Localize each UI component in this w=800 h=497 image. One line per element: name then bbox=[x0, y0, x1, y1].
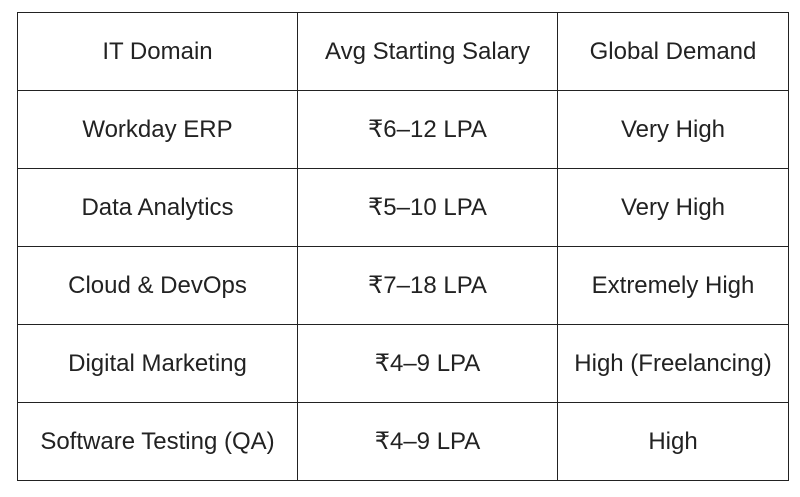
cell: ₹4–9 LPA bbox=[297, 402, 558, 481]
cell: High bbox=[557, 402, 789, 481]
table-row: Software Testing (QA) ₹4–9 LPA High bbox=[17, 402, 789, 481]
table-row: Cloud & DevOps ₹7–18 LPA Extremely High bbox=[17, 246, 789, 325]
table-row: Digital Marketing ₹4–9 LPA High (Freelanci… bbox=[17, 324, 789, 403]
header-cell: Avg Starting Salary bbox=[297, 12, 558, 91]
cell: Data Analytics bbox=[17, 168, 298, 247]
header-cell: IT Domain bbox=[17, 12, 298, 91]
cell: High (Freelancing) bbox=[557, 324, 789, 403]
header-cell: Global Demand bbox=[557, 12, 789, 91]
table-row: Data Analytics ₹5–10 LPA Very High bbox=[17, 168, 789, 247]
cell: Very High bbox=[557, 168, 789, 247]
cell: Very High bbox=[557, 90, 789, 169]
cell: ₹6–12 LPA bbox=[297, 90, 558, 169]
cell: ₹5–10 LPA bbox=[297, 168, 558, 247]
cell: Software Testing (QA) bbox=[17, 402, 298, 481]
cell: Cloud & DevOps bbox=[17, 246, 298, 325]
table: IT Domain Avg Starting Salary Global Deman… bbox=[17, 12, 789, 481]
cell: ₹4–9 LPA bbox=[297, 324, 558, 403]
table-row: Workday ERP ₹6–12 LPA Very High bbox=[17, 90, 789, 169]
cell: Extremely High bbox=[557, 246, 789, 325]
cell: Workday ERP bbox=[17, 90, 298, 169]
header-row: IT Domain Avg Starting Salary Global Deman… bbox=[17, 12, 789, 91]
cell: Digital Marketing bbox=[17, 324, 298, 403]
cell: ₹7–18 LPA bbox=[297, 246, 558, 325]
